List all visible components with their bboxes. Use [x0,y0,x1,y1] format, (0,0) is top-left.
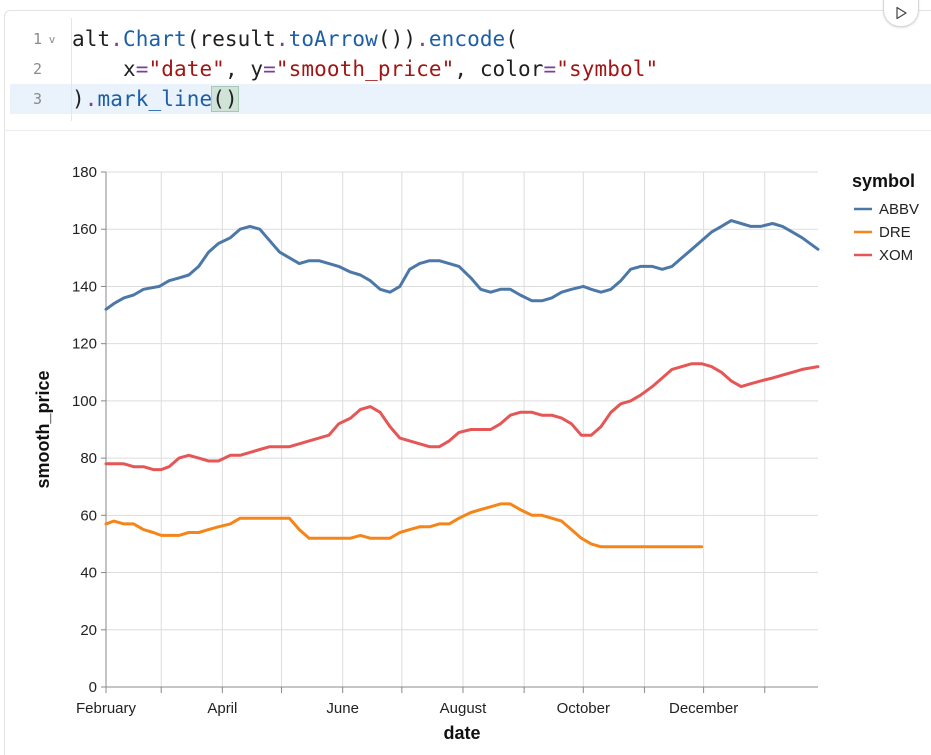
run-cell-button[interactable] [883,0,919,27]
y-tick-label: 120 [72,336,97,353]
code-token: , y [224,57,264,81]
y-tick-label: 40 [80,565,97,582]
code-token: encode [428,27,506,51]
series-line-abbv [104,219,820,311]
series-line-xom [104,362,820,472]
x-tick-label: August [440,700,488,717]
code-line[interactable]: 1 v alt.Chart(result.toArrow()).encode( [10,24,931,54]
play-icon [896,6,907,20]
y-tick-label: 100 [72,393,97,410]
x-tick-label: December [669,700,738,717]
fold-chevron-icon[interactable]: v [48,32,56,46]
code-text[interactable]: ).mark_line() [62,86,239,112]
line-number: 3 [32,90,42,108]
code-token: . [416,27,429,51]
y-tick-label: 160 [72,221,97,238]
code-token: , color [454,57,544,81]
code-token: () [211,86,239,112]
code-token: toArrow [288,27,378,51]
line-number: 2 [32,60,42,78]
x-tick-label: April [207,700,237,717]
code-text[interactable]: alt.Chart(result.toArrow()).encode( [62,27,518,51]
legend-title: symbol [852,171,915,191]
code-token: . [84,87,98,111]
code-token: = [543,57,557,81]
code-token: "symbol" [556,57,659,81]
code-token: . [110,27,123,51]
line-number: 1 [32,30,42,48]
y-axis-title: smooth_price [33,370,53,488]
y-tick-label: 180 [72,164,97,181]
code-token: Chart [122,27,187,51]
line-number-gutter: 2 [10,60,62,78]
legend-label: DRE [879,224,911,241]
gutter-separator [71,18,72,121]
code-line[interactable]: 3).mark_line() [10,84,931,114]
code-editor[interactable]: 1 v alt.Chart(result.toArrow()).encode(2 x… [10,18,931,118]
code-token: ) [72,87,85,111]
code-token: ( [505,27,519,51]
y-tick-label: 80 [80,450,97,467]
cell-output-divider [4,130,931,131]
code-token: = [135,57,149,81]
x-tick-label: June [326,700,359,717]
y-tick-label: 140 [72,278,97,295]
code-token: alt [72,27,111,51]
code-token: (result [186,27,276,51]
code-token: = [263,57,276,81]
x-axis-title: date [443,723,480,743]
series-line-dre [104,502,704,549]
y-tick-label: 60 [80,507,97,524]
code-token: "date" [148,57,225,81]
code-token: ()) [377,27,417,51]
code-text[interactable]: x="date", y="smooth_price", color="symbo… [62,57,658,81]
line-number-gutter: 3 [10,90,62,108]
code-token: "smooth_price" [275,57,455,81]
x-tick-label: October [557,700,610,717]
code-token: mark_line [97,87,213,111]
legend-label: ABBV [879,201,919,218]
y-tick-label: 20 [80,622,97,639]
x-tick-label: February [76,700,137,717]
code-line[interactable]: 2 x="date", y="smooth_price", color="sym… [10,54,931,84]
line-chart: 0 20 40 60 80 100 120 140 160 180 February April Jun… [33,164,919,743]
legend-label: XOM [879,247,913,264]
y-tick-label: 0 [89,679,97,696]
notebook-cell [4,10,931,755]
code-token: x [72,57,136,81]
code-token: . [275,27,289,51]
